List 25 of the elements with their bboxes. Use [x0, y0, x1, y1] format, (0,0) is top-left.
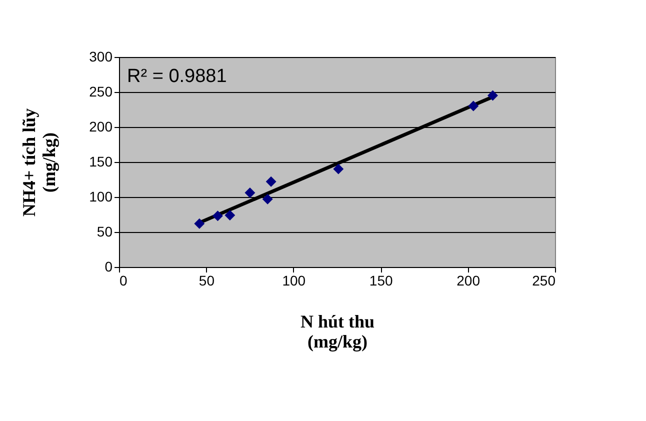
point [224, 210, 236, 220]
x-tick-label: 250 [532, 272, 556, 288]
y-tick-label: 250 [89, 84, 113, 100]
point [212, 210, 223, 222]
y-tick-label: 0 [104, 258, 113, 274]
y-axis-title: NH4+ tích lũy (mg/kg) [19, 108, 60, 217]
annotation: R² = 0.9881 [127, 66, 227, 87]
point [194, 218, 205, 229]
x-tick-label: 100 [282, 272, 306, 288]
x-tick-label: 200 [456, 272, 480, 288]
point [468, 100, 479, 112]
point [262, 194, 273, 204]
y-tick-label: 200 [89, 118, 113, 134]
x-axis-title: N hút thu (mg/kg) [300, 312, 375, 352]
point [487, 90, 498, 101]
point [266, 176, 276, 187]
y-tick-label: 300 [89, 48, 113, 64]
y-tick-label: 50 [96, 224, 113, 240]
y-tick-label: 100 [89, 188, 113, 204]
point [244, 188, 256, 198]
point [333, 164, 344, 174]
y-tick-label: 150 [89, 154, 113, 170]
x-tick-label: 50 [198, 272, 215, 288]
x-tick-label: 150 [369, 272, 393, 288]
x-tick-label: 0 [120, 272, 128, 288]
